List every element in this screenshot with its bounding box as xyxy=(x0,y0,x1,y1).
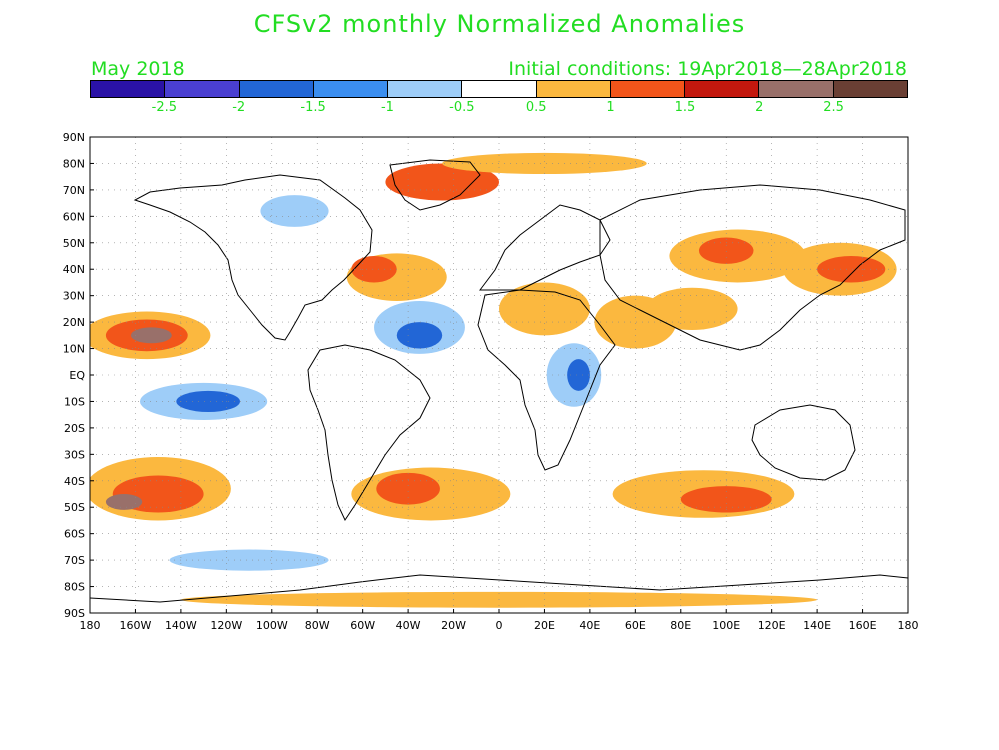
latitude-labels: 90N 80N 70N 60N 50N 40N 30N 20N 10N EQ 10S 20S 30S 40… xyxy=(63,131,94,620)
latitude-label: 50S xyxy=(64,501,85,514)
latitude-label: 10S xyxy=(64,395,85,408)
colorbar-swatch xyxy=(239,81,314,97)
colorbar-swatch xyxy=(313,81,389,97)
longitude-label: 180 xyxy=(80,619,101,632)
longitude-label: 40W xyxy=(396,619,421,632)
longitude-label: 160E xyxy=(849,619,877,632)
anomaly-region-arctic-warm xyxy=(442,152,647,175)
coastline-asia xyxy=(599,184,906,351)
anomaly-region-northwest-pacific-strong xyxy=(817,256,886,283)
latitude-label: 70S xyxy=(64,554,85,567)
longitude-label: 0 xyxy=(496,619,503,632)
colorbar-swatch xyxy=(833,81,907,97)
latitude-label: 80N xyxy=(63,157,85,170)
coastline-north-america xyxy=(133,174,373,341)
latitude-label: 40N xyxy=(63,263,85,276)
colorbar-tick-label: -0.5 xyxy=(449,100,475,115)
longitude-labels: 180 160W 140W 120W 100W 80W 60W 40W 20W 0 20E 40E 60… xyxy=(80,609,919,632)
colorbar-swatch xyxy=(610,81,686,97)
latitude-label: 10N xyxy=(63,343,85,356)
anomaly-region-equatorial-pacific-cool-2 xyxy=(176,390,240,413)
anomaly-region-southern-indian-strong xyxy=(680,486,772,513)
colorbar-tick-label: 2.5 xyxy=(823,100,844,115)
longitude-label: 40E xyxy=(579,619,600,632)
latitude-label: 50N xyxy=(63,237,85,250)
longitude-label: 60E xyxy=(625,619,646,632)
colorbar-tick-label: 1.5 xyxy=(674,100,696,115)
longitude-label: 80E xyxy=(670,619,691,632)
anomaly-region-south-atlantic-strong xyxy=(376,472,440,505)
latitude-label: 20N xyxy=(63,316,85,329)
colorbar-swatch xyxy=(388,81,463,97)
colorbar-swatch xyxy=(165,81,240,97)
latitude-label: EQ xyxy=(69,369,85,382)
latitude-label: 40S xyxy=(64,475,85,488)
longitude-label: 140E xyxy=(803,619,831,632)
anomaly-region-southern-ocean-cool xyxy=(169,549,329,571)
anomaly-region-east-africa-cool-2 xyxy=(567,359,590,391)
colorbar-tick-label: -2 xyxy=(232,100,246,115)
anomaly-region-asia-strong xyxy=(698,237,754,264)
longitude-label: 140W xyxy=(165,619,197,632)
anomaly-region-north-america-cool xyxy=(260,195,329,227)
anomaly-region-south-pacific-core xyxy=(105,494,143,510)
longitude-label: 160W xyxy=(120,619,152,632)
longitude-label: 180 xyxy=(898,619,919,632)
chart-title: CFSv2 monthly Normalized Anomalies xyxy=(253,10,746,38)
colorbar xyxy=(90,80,908,98)
colorbar-tick-label: -1.5 xyxy=(300,100,326,115)
longitude-label: 80W xyxy=(305,619,330,632)
colorbar-tick-label: 2 xyxy=(755,100,764,115)
anomaly-region-india-warm xyxy=(646,287,738,331)
longitude-label: 20E xyxy=(534,619,555,632)
coastline-south-america xyxy=(307,344,431,522)
latitude-label: 20S xyxy=(64,422,85,435)
colorbar-swatch xyxy=(759,81,834,97)
longitude-label: 100W xyxy=(256,619,288,632)
colorbar-tick-label: -2.5 xyxy=(151,100,178,115)
longitude-label: 100E xyxy=(712,619,740,632)
anomaly-region-north-atlantic-strong xyxy=(351,256,397,283)
anomaly-region-north-pacific-core xyxy=(130,327,172,344)
colorbar-swatch xyxy=(536,81,611,97)
coastlines xyxy=(90,159,908,603)
forecast-month-label: May 2018 xyxy=(91,58,185,80)
colorbar-labels: -2.5 -2 -1.5 -1 -0.5 0.5 1 1.5 2 2.5 xyxy=(90,100,908,118)
longitude-label: 120E xyxy=(758,619,786,632)
colorbar-swatch xyxy=(685,81,760,97)
latitude-label: 60N xyxy=(63,210,85,223)
latitude-label: 90N xyxy=(63,131,85,144)
colorbar-swatch xyxy=(91,81,166,97)
anomaly-region-greenland-warm xyxy=(385,163,500,201)
latitude-label: 80S xyxy=(64,581,85,594)
initial-conditions-label: Initial conditions: 19Apr2018—28Apr2018 xyxy=(508,58,907,80)
graticule xyxy=(90,137,908,613)
longitude-label: 20W xyxy=(441,619,466,632)
coastline-greenland xyxy=(389,159,481,211)
latitude-label: 90S xyxy=(64,607,85,620)
longitude-label: 60W xyxy=(350,619,375,632)
latitude-label: 30S xyxy=(64,448,85,461)
latitude-label: 70N xyxy=(63,184,85,197)
coastline-australia xyxy=(751,404,856,481)
colorbar-tick-label: 1 xyxy=(606,100,615,115)
colorbar-swatch xyxy=(462,81,537,97)
latitude-label: 30N xyxy=(63,290,85,303)
colorbar-tick-label: 0.5 xyxy=(525,100,547,115)
coastline-africa xyxy=(477,289,616,471)
anomaly-region-tropical-atlantic-cool-2 xyxy=(396,322,443,349)
coastline-antarctica xyxy=(90,574,908,603)
colorbar-tick-label: -1 xyxy=(380,100,394,115)
latitude-label: 60S xyxy=(64,528,85,541)
anomaly-field xyxy=(90,152,897,608)
longitude-label: 120W xyxy=(210,619,242,632)
